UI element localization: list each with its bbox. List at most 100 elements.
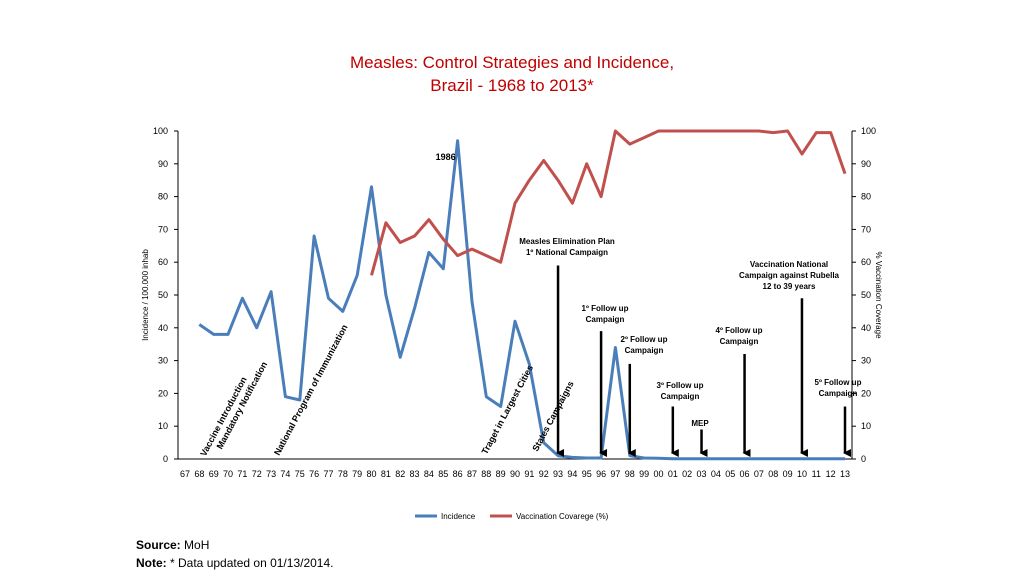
source-line: Source: MoH (136, 538, 209, 552)
x-tick-label: 95 (582, 469, 592, 479)
coverage-line (370, 129, 847, 276)
right-y-tick-label: 40 (861, 323, 871, 333)
x-tick-label: 10 (797, 469, 807, 479)
x-tick-label: 98 (625, 469, 635, 479)
right-y-axis-title: % Vaccination Coverage (874, 251, 883, 339)
x-tick-label: 81 (381, 469, 391, 479)
x-tick-label: 76 (309, 469, 319, 479)
campaign-label-line: Measles Elimination Plan (519, 237, 615, 246)
right-y-tick-label: 70 (861, 224, 871, 234)
annotation-1986: 1986 (436, 152, 456, 162)
campaign-label-line: Campaign against Rubella (739, 271, 840, 280)
x-tick-label: 94 (567, 469, 577, 479)
right-y-tick-label: 60 (861, 257, 871, 267)
campaign-label: 3º Follow up Campaign (657, 381, 704, 401)
x-tick-label: 67 (180, 469, 190, 479)
right-y-tick-label: 20 (861, 388, 871, 398)
legend-incidence-label: Incidence (441, 512, 476, 521)
x-tick-label: 96 (596, 469, 606, 479)
left-y-tick-label: 30 (158, 356, 168, 366)
right-y-tick-label: 30 (861, 356, 871, 366)
source-label: Source: (136, 538, 181, 552)
chart-title-line1: Measles: Control Strategies and Incidenc… (349, 53, 675, 72)
x-tick-label: 90 (510, 469, 520, 479)
x-tick-label: 12 (826, 469, 836, 479)
right-y-tick-label: 50 (861, 290, 871, 300)
right-y-tick-label: 100 (861, 126, 876, 136)
right-y-tick-label: 0 (861, 454, 866, 464)
x-tick-label: 91 (524, 469, 534, 479)
x-tick-label: 92 (539, 469, 549, 479)
left-y-tick-label: 10 (158, 421, 168, 431)
campaign-label-line: 2º Follow up (621, 335, 668, 344)
x-tick-label: 05 (725, 469, 735, 479)
x-tick-label: 80 (367, 469, 377, 479)
x-tick-label: 77 (323, 469, 333, 479)
chart-title-line2: Brazil - 1968 to 2013* (430, 76, 594, 95)
x-tick-label: 01 (668, 469, 678, 479)
right-y-tick-label: 80 (861, 192, 871, 202)
rotated-annotation: Vaccine IntroductionMandatory Notificati… (198, 355, 269, 463)
note-value: * Data updated on 01/13/2014. (166, 556, 334, 570)
campaign-label-line: 1º Follow up (582, 304, 629, 313)
campaign-label: Vaccination National Campaign against Rub… (739, 260, 840, 291)
left-y-tick-label: 40 (158, 323, 168, 333)
campaign-label: 2º Follow up Campaign (621, 335, 668, 355)
left-y-tick-label: 60 (158, 257, 168, 267)
x-tick-label: 89 (496, 469, 506, 479)
x-tick-label: 13 (840, 469, 850, 479)
x-tick-label: 75 (295, 469, 305, 479)
x-tick-label: 11 (812, 469, 821, 479)
x-tick-label: 04 (711, 469, 721, 479)
x-tick-label: 02 (682, 469, 692, 479)
x-tick-label: 87 (467, 469, 477, 479)
campaign-label: MEP (691, 419, 709, 428)
campaign-label: 4º Follow up Campaign (716, 326, 763, 346)
rotated-annotation-line: Traget in Largest Cities (480, 363, 536, 456)
x-tick-label: 85 (438, 469, 448, 479)
campaign-label: 5º Follow up Campaign (815, 378, 862, 398)
campaign-label: 1º Follow up Campaign (582, 304, 629, 324)
campaign-label-line: MEP (691, 419, 709, 428)
campaign-label-line: Campaign (586, 315, 625, 324)
x-tick-label: 08 (768, 469, 778, 479)
left-y-tick-label: 90 (158, 159, 168, 169)
x-tick-label: 88 (481, 469, 491, 479)
incidence-line (198, 139, 845, 461)
x-tick-label: 74 (280, 469, 290, 479)
x-tick-label: 78 (338, 469, 348, 479)
x-tick-label: 82 (395, 469, 405, 479)
source-value: MoH (180, 538, 210, 552)
rotated-annotation: States Campaigns (530, 379, 575, 453)
campaign-label-line: Campaign (819, 389, 858, 398)
x-tick-label: 72 (252, 469, 262, 479)
left-y-tick-label: 20 (158, 388, 168, 398)
x-tick-label: 07 (754, 469, 764, 479)
legend-coverage-label: Vaccination Covarege (%) (516, 512, 609, 521)
x-tick-label: 70 (223, 469, 233, 479)
x-tick-label: 97 (610, 469, 620, 479)
left-y-axis-title: Incidence / 100.000 inhab (141, 249, 150, 341)
x-tick-label: 71 (237, 469, 247, 479)
x-tick-label: 99 (639, 469, 649, 479)
x-tick-label: 93 (553, 469, 563, 479)
left-y-tick-label: 0 (163, 454, 168, 464)
campaign-label-line: Campaign (661, 392, 700, 401)
rotated-annotation-line: States Campaigns (530, 379, 575, 453)
campaign-label-line: 5º Follow up (815, 378, 862, 387)
x-tick-label: 03 (697, 469, 707, 479)
left-y-tick-label: 80 (158, 192, 168, 202)
x-tick-label: 68 (194, 469, 204, 479)
x-tick-label: 79 (352, 469, 362, 479)
x-tick-label: 69 (209, 469, 219, 479)
campaign-label-line: 4º Follow up (716, 326, 763, 335)
campaign-label-line: Vaccination National (750, 260, 828, 269)
campaign-label-line: 1º National Campaign (526, 248, 608, 257)
x-tick-label: 73 (266, 469, 276, 479)
left-y-tick-label: 50 (158, 290, 168, 300)
x-tick-label: 86 (453, 469, 463, 479)
x-tick-label: 83 (410, 469, 420, 479)
x-tick-label: 09 (783, 469, 793, 479)
left-y-tick-label: 70 (158, 224, 168, 234)
